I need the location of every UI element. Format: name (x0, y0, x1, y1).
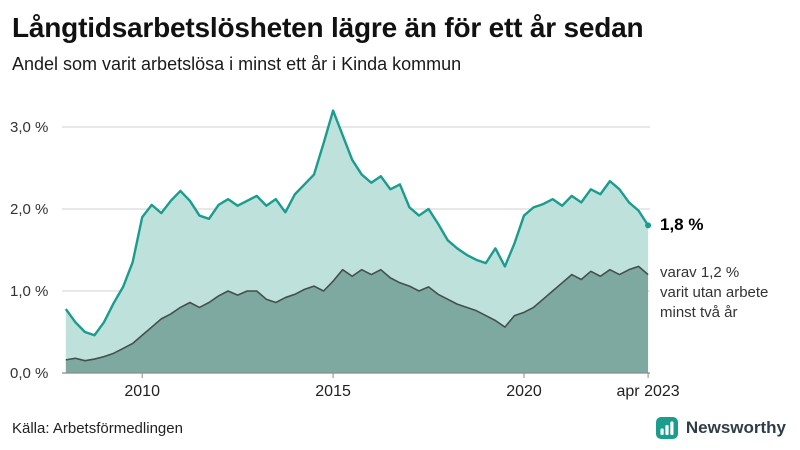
area-min-one-year (65, 110, 649, 361)
area-min-two-years (65, 266, 649, 374)
current-value-label: 1,8 % (660, 214, 704, 234)
breakdown-line-1: varav 1,2 % (660, 264, 740, 282)
unemployment-area-chart: 0,0 % 1,0 % 2,0 % 3,0 % 2010 2015 2020 apr 2023… (0, 83, 800, 405)
chart-footer: Källa: Arbetsförmedlingen Newsworthy (0, 416, 800, 450)
source-note: Källa: Arbetsförmedlingen (12, 419, 183, 437)
line-min-two-years (65, 265, 649, 362)
x-tick-label: apr 2023 (617, 383, 680, 400)
y-tick-label: 1,0 % (10, 283, 48, 300)
page-title: Långtidsarbetslösheten lägre än för ett … (12, 12, 644, 43)
breakdown-line-3: minst två år (660, 304, 738, 322)
line-min-one-year (64, 109, 650, 337)
two-year-breakdown-annotation: varav 1,2 % varit utan arbete minst två … (660, 263, 792, 323)
current-value-annotation: 1,8 % (660, 214, 730, 237)
y-tick-label: 0,0 % (10, 365, 48, 382)
x-tick-label: 2020 (506, 383, 542, 400)
brand-name: Newsworthy (685, 418, 786, 437)
chart-header: Långtidsarbetslösheten lägre än för ett … (0, 0, 800, 75)
line-end-dot (645, 222, 652, 229)
breakdown-line-2: varit utan arbete (660, 284, 769, 302)
y-tick-label: 3,0 % (10, 119, 48, 136)
y-tick-label: 2,0 % (10, 201, 48, 218)
chart-subtitle: Andel som varit arbetslösa i minst ett å… (12, 54, 462, 75)
chart-canvas: 0,0 % 1,0 % 2,0 % 3,0 % 2010 2015 2020 apr 2023 (10, 109, 680, 400)
x-tick-label: 2010 (124, 383, 160, 400)
newsworthy-logo: Newsworthy (655, 416, 786, 440)
x-tick-label: 2015 (315, 383, 351, 400)
newsworthy-logo-icon (655, 417, 678, 439)
